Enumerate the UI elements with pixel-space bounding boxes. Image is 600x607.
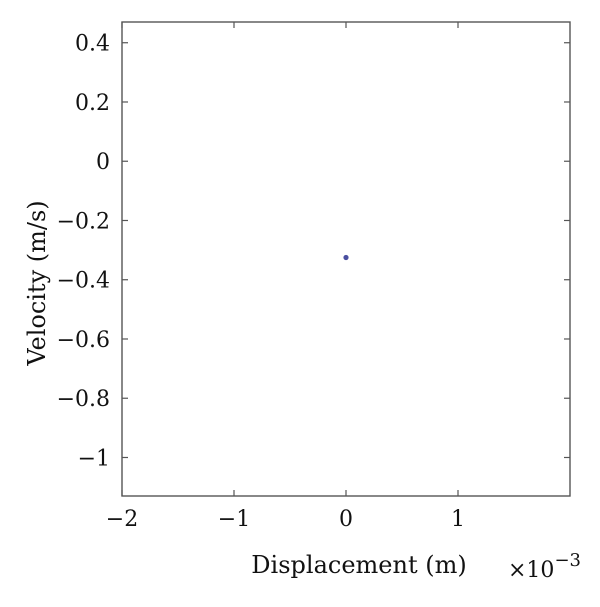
x-tick-label: −1 (218, 507, 250, 532)
y-tick-label: −0.6 (57, 328, 110, 353)
y-tick-label: −0.4 (57, 269, 110, 294)
y-tick-label: 0.4 (75, 32, 110, 57)
x-tick-label: 0 (339, 507, 353, 532)
x-axis-multiplier-base: ×10 (508, 558, 554, 583)
y-tick-label: 0 (96, 150, 110, 175)
y-tick-label: −1 (78, 446, 110, 471)
x-tick-label: −2 (106, 507, 138, 532)
x-axis-multiplier: ×10−3 (508, 550, 581, 583)
y-tick-label: 0.2 (75, 91, 110, 116)
x-axis-multiplier-exponent: −3 (554, 550, 581, 571)
y-axis-label: Velocity (m/s) (23, 200, 51, 366)
x-axis-label: Displacement (m) (251, 551, 466, 579)
data-point (343, 254, 349, 261)
y-tick-label: −0.2 (57, 209, 110, 234)
y-tick-label: −0.8 (57, 387, 110, 412)
x-tick-label: 1 (451, 507, 465, 532)
